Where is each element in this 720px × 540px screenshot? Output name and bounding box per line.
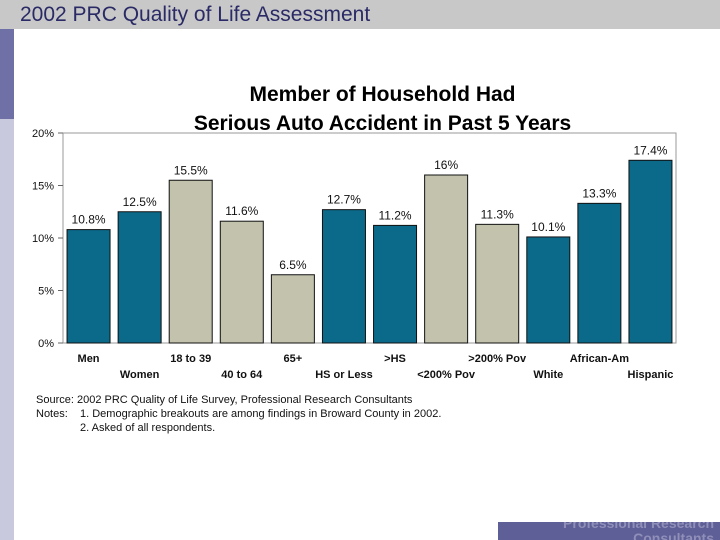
data-label: 12.5%	[123, 195, 157, 209]
bar	[373, 224, 418, 344]
data-label: 11.6%	[225, 204, 258, 218]
note-1: 1. Demographic breakouts are among findi…	[80, 408, 442, 420]
bar	[117, 211, 162, 344]
x-tick-label: 40 to 64	[221, 369, 263, 381]
data-label: 16%	[434, 158, 458, 172]
y-tick-label: 15%	[32, 181, 54, 193]
chart-notes: Source: 2002 PRC Quality of Life Survey,…	[36, 393, 441, 435]
presentation-title: 2002 PRC Quality of Life Assessment	[20, 3, 371, 26]
data-label: 11.2%	[378, 208, 411, 222]
bar	[577, 202, 622, 344]
x-tick-label: HS or Less	[315, 369, 372, 381]
y-tick-label: 0%	[38, 338, 54, 350]
data-label: 15.5%	[174, 163, 208, 177]
side-accent-dark	[0, 29, 14, 119]
x-tick-label: 18 to 39	[170, 353, 211, 365]
chart-title-line-2: Serious Auto Accident in Past 5 Years	[193, 112, 572, 135]
bar	[321, 209, 366, 344]
bar	[168, 179, 213, 344]
x-tick-label: Men	[78, 353, 100, 365]
x-tick-label: >200% Pov	[468, 353, 527, 365]
header-bar: 2002 PRC Quality of Life Assessment	[0, 0, 720, 29]
bar	[475, 223, 520, 344]
bar	[424, 174, 469, 344]
chart-title: Member of Household Had Serious Auto Acc…	[140, 80, 625, 138]
data-label: 10.1%	[531, 220, 565, 234]
data-label: 10.8%	[72, 213, 106, 227]
x-tick-label: Hispanic	[628, 369, 674, 381]
notes-line-1: Notes: 1. Demographic breakouts are among…	[36, 407, 441, 421]
y-tick-label: 10%	[32, 233, 54, 245]
x-tick-label: >HS	[384, 353, 406, 365]
data-label: 12.7%	[327, 193, 361, 207]
footer-bar: Professional Research Consultants	[498, 522, 720, 540]
data-label: 6.5%	[279, 258, 307, 272]
source-note: Source: 2002 PRC Quality of Life Survey,…	[36, 394, 413, 406]
x-tick-label: <200% Pov	[417, 369, 476, 381]
y-tick-label: 5%	[38, 286, 54, 298]
x-tick-label: Women	[120, 369, 160, 381]
data-label: 11.3%	[481, 207, 514, 221]
footer-brand: Professional Research Consultants	[563, 522, 714, 540]
bar	[526, 236, 571, 344]
notes-label: Notes:	[36, 408, 68, 420]
bar	[628, 159, 673, 344]
data-label: 13.3%	[582, 186, 616, 200]
x-tick-label: White	[533, 369, 563, 381]
bar	[66, 229, 111, 344]
x-tick-label: 65+	[284, 353, 303, 365]
chart-title-line-1: Member of Household Had	[249, 83, 516, 106]
bar	[270, 274, 315, 344]
y-tick-label: 20%	[32, 128, 54, 140]
note-2: 2. Asked of all respondents.	[80, 422, 216, 434]
x-tick-label: African-Am	[570, 353, 630, 365]
bar	[219, 220, 264, 344]
side-accent-light	[0, 119, 14, 540]
data-label: 17.4%	[633, 143, 667, 157]
